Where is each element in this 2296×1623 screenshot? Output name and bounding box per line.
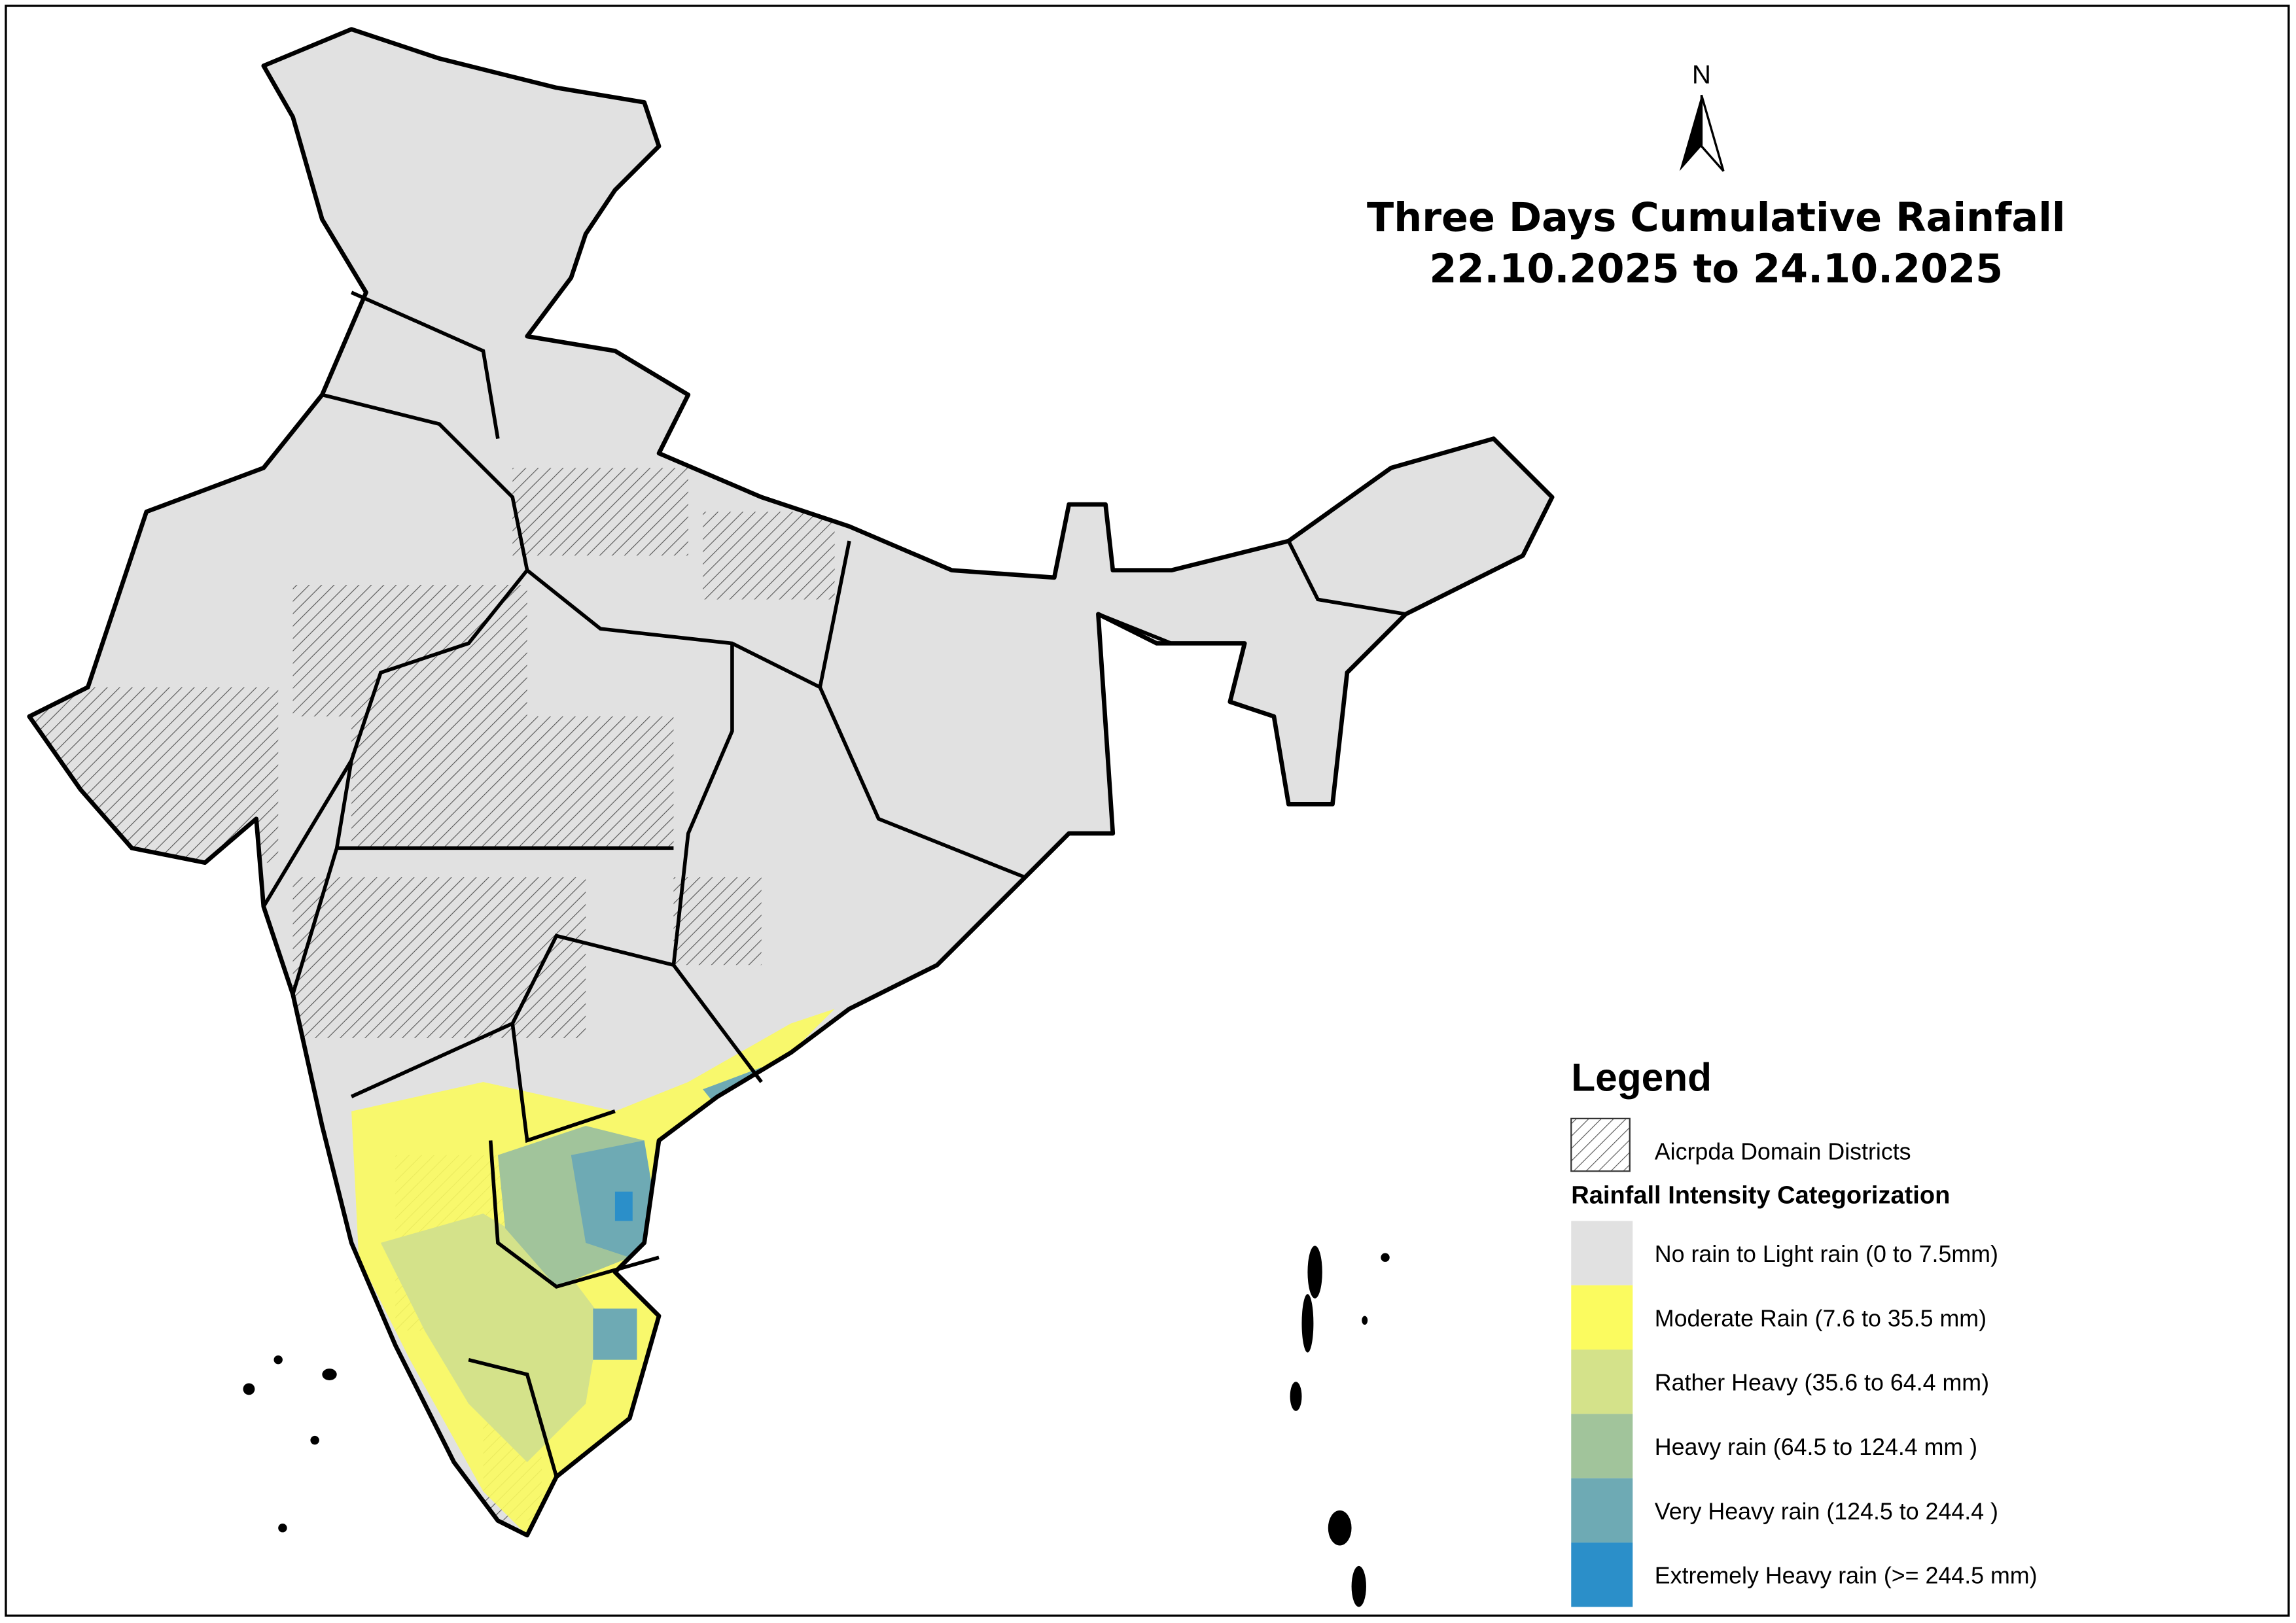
legend-title: Legend	[1571, 1055, 1712, 1099]
hatch-swatch	[1570, 1117, 1631, 1172]
title-line1: Three Days Cumulative Rainfall	[1367, 195, 2066, 241]
very-heavy-area	[593, 1308, 637, 1360]
india-outline	[27, 27, 1555, 1538]
india-map	[27, 27, 1555, 1607]
legend-swatch	[1571, 1221, 1633, 1285]
north-label: N	[1692, 60, 1711, 89]
island	[1301, 1294, 1314, 1353]
island	[274, 1355, 283, 1365]
legend-swatch	[1571, 1543, 1633, 1607]
legend-label: Very Heavy rain (124.5 to 244.4 )	[1655, 1498, 1998, 1524]
legend-label: Heavy rain (64.5 to 124.4 mm )	[1655, 1434, 1977, 1460]
state-boundaries	[262, 290, 1406, 1478]
island	[243, 1383, 255, 1395]
legend-label: Moderate Rain (7.6 to 35.5 mm)	[1655, 1305, 1987, 1331]
legend-label: Rather Heavy (35.6 to 64.4 mm)	[1655, 1370, 1989, 1396]
hatch-label: Aicrpda Domain Districts	[1655, 1138, 1911, 1164]
legend-label: No rain to Light rain (0 to 7.5mm)	[1655, 1241, 1998, 1267]
island	[1328, 1510, 1352, 1546]
island	[278, 1524, 287, 1533]
legend-label: Extremely Heavy rain (>= 244.5 mm)	[1655, 1563, 2038, 1589]
island	[1362, 1316, 1368, 1325]
legend-swatch	[1571, 1414, 1633, 1478]
hatch-area	[292, 877, 586, 1038]
island	[310, 1435, 319, 1445]
legend-swatch	[1571, 1350, 1633, 1414]
island	[322, 1369, 337, 1380]
hatch-area	[673, 877, 762, 966]
hatch-area	[703, 512, 835, 600]
island	[1290, 1382, 1302, 1411]
legend: Legend Aicrpda Domain Districts Rainfall…	[1570, 1055, 2038, 1607]
island	[1307, 1246, 1322, 1299]
categorization-title: Rainfall Intensity Categorization	[1571, 1182, 1950, 1210]
island	[1351, 1565, 1366, 1607]
legend-swatch	[1571, 1478, 1633, 1543]
rather-heavy-area	[380, 1213, 601, 1463]
hatch-area	[292, 585, 527, 717]
legend-swatch	[1571, 1285, 1633, 1350]
island	[1381, 1253, 1390, 1262]
hatch-area	[512, 468, 688, 556]
hatch-area	[351, 716, 674, 848]
extreme-rain-area	[614, 1191, 633, 1221]
title-line2: 22.10.2025 to 24.10.2025	[1429, 246, 2003, 292]
